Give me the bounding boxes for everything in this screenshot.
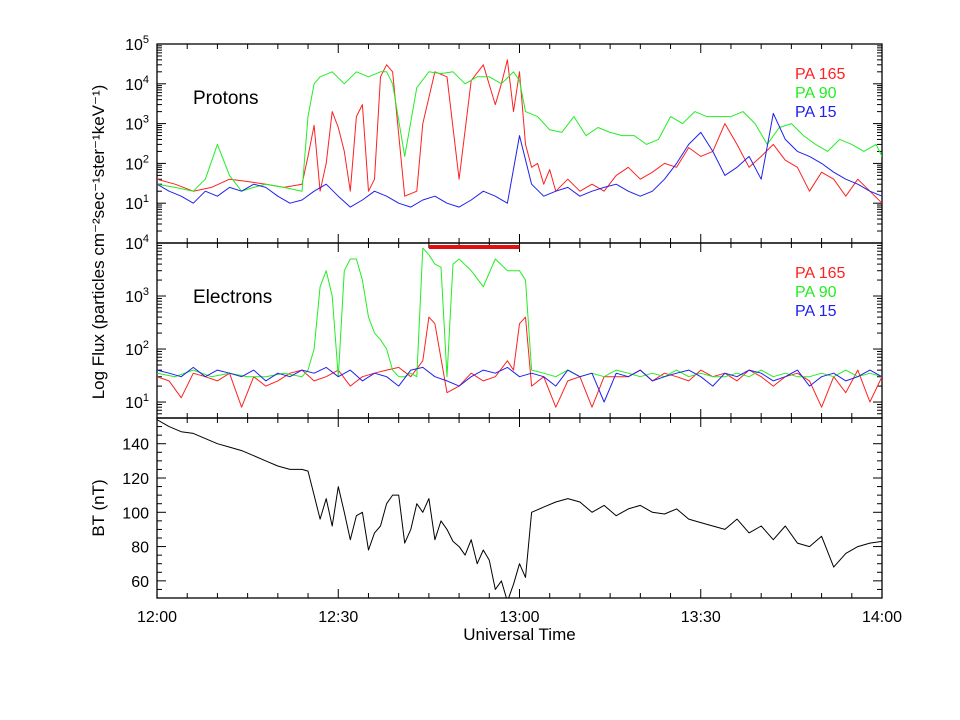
y-tick-label-exponent: 5 xyxy=(143,34,149,46)
y-tick-label: 120 xyxy=(122,471,149,488)
y-tick-label-base: 10 xyxy=(125,117,143,134)
y-tick-label-base: 10 xyxy=(125,196,143,213)
y-tick-label-exponent: 2 xyxy=(143,153,149,165)
panel-2: 60 80 100 120 140 12:00 12:30 13:00 13:30 14:00 Un… xyxy=(122,417,902,644)
y-axis-title-bt: BT (nT) xyxy=(89,479,108,536)
y-tick-label: 102 xyxy=(125,339,149,359)
x-tick-label: 12:30 xyxy=(318,609,358,626)
y-tick-label: 101 xyxy=(125,392,149,412)
legend-entry: PA 90 xyxy=(795,85,837,102)
y-tick-label: 100 xyxy=(122,505,149,522)
y-tick-label: 60 xyxy=(131,574,149,591)
y-tick-label-base: 10 xyxy=(125,395,143,412)
y-tick-label-exponent: 1 xyxy=(143,193,149,205)
y-tick-label: 102 xyxy=(125,153,149,173)
panel-title: Electrons xyxy=(193,287,272,308)
y-tick-label-base: 10 xyxy=(125,236,143,253)
legend-entry: PA 165 xyxy=(795,265,846,282)
y-tick-label: 140 xyxy=(122,437,149,454)
x-tick-label: 12:00 xyxy=(137,609,177,626)
y-tick-label: 80 xyxy=(131,540,149,557)
y-tick-label-base: 10 xyxy=(125,289,143,306)
x-tick-label: 13:00 xyxy=(499,609,539,626)
x-tick-label: 13:30 xyxy=(681,609,721,626)
series-group xyxy=(157,247,882,408)
series-line-pa-15 xyxy=(157,366,882,403)
y-tick-label-exponent: 2 xyxy=(143,339,149,351)
series-line-bt xyxy=(157,419,882,598)
legend-entry: PA 15 xyxy=(795,104,837,121)
panel-frame xyxy=(156,417,883,599)
legend-entry: PA 90 xyxy=(795,284,837,301)
x-tick-label: 14:00 xyxy=(862,609,902,626)
y-tick-label: 105 xyxy=(125,34,149,54)
y-tick-label: 104 xyxy=(125,74,149,94)
y-tick-label-exponent: 4 xyxy=(143,233,149,245)
series-line-pa-15 xyxy=(157,112,882,208)
series-line-pa-90 xyxy=(157,247,882,378)
y-tick-label-exponent: 1 xyxy=(143,392,149,404)
y-tick-label-exponent: 4 xyxy=(143,74,149,86)
y-tick-label: 104 xyxy=(125,233,149,253)
y-tick-label-base: 10 xyxy=(125,37,143,54)
y-axis-title-log-flux: Log Flux (particles cm⁻²sec⁻¹ster⁻¹keV⁻¹… xyxy=(89,85,108,400)
y-tick-label-base: 10 xyxy=(125,342,143,359)
series-line-pa-165 xyxy=(157,59,882,204)
panel-frame xyxy=(156,242,883,419)
series-line-pa-90 xyxy=(157,71,882,192)
panel-title: Protons xyxy=(193,88,258,109)
legend-entry: PA 165 xyxy=(795,66,846,83)
y-tick-label-exponent: 3 xyxy=(143,286,149,298)
y-tick-label: 103 xyxy=(125,286,149,306)
legend-entry: PA 15 xyxy=(795,303,837,320)
series-line-pa-165 xyxy=(157,316,882,408)
x-axis-title: Universal Time xyxy=(463,625,575,644)
series-group xyxy=(157,419,882,598)
y-tick-label: 103 xyxy=(125,114,149,134)
y-tick-label-exponent: 3 xyxy=(143,114,149,126)
y-tick-label-base: 10 xyxy=(125,156,143,173)
y-tick-label-base: 10 xyxy=(125,77,143,94)
y-tick-label: 101 xyxy=(125,193,149,213)
series-group xyxy=(157,59,882,208)
